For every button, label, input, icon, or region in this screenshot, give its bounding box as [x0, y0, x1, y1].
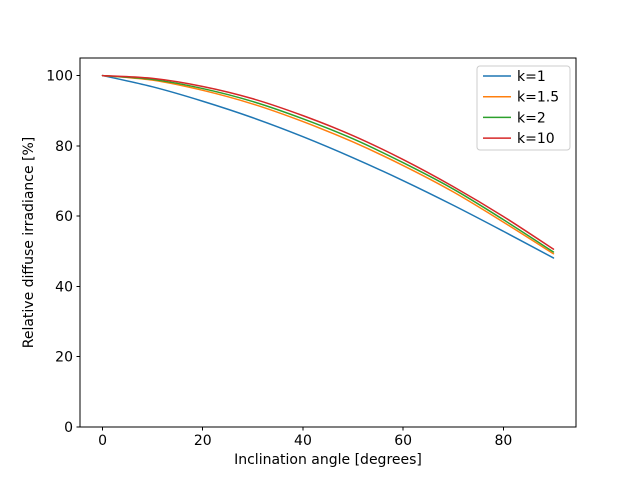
y-axis-label: Relative diffuse irradiance [%] [21, 137, 37, 349]
legend-label-k1: k=1 [517, 69, 546, 85]
y-tick-label: 40 [55, 279, 73, 295]
legend-label-k2: k=2 [517, 110, 546, 126]
y-tick-label: 60 [55, 209, 73, 225]
x-axis-label: Inclination angle [degrees] [234, 452, 422, 468]
y-tick-label: 0 [64, 420, 73, 436]
x-tick-label: 60 [394, 433, 412, 449]
plot-border [79, 57, 577, 428]
legend-label-k10: k=10 [517, 131, 555, 147]
x-tick-label: 80 [494, 433, 512, 449]
series-line-k2 [101, 74, 555, 253]
y-tick-label: 100 [46, 69, 73, 85]
y-tick-label: 80 [55, 139, 73, 155]
x-tick-label: 0 [98, 433, 107, 449]
series-line-k15 [101, 74, 555, 255]
series-line-k10 [101, 74, 555, 250]
legend-label-k15: k=1.5 [517, 90, 559, 106]
legend: k=1 k=1.5 k=2 k=10 [476, 65, 571, 151]
legend-box [476, 65, 571, 151]
x-tick-label: 40 [294, 433, 312, 449]
y-tick-label: 20 [55, 350, 73, 366]
x-tick-label: 20 [194, 433, 212, 449]
series-line-k1 [101, 74, 555, 259]
